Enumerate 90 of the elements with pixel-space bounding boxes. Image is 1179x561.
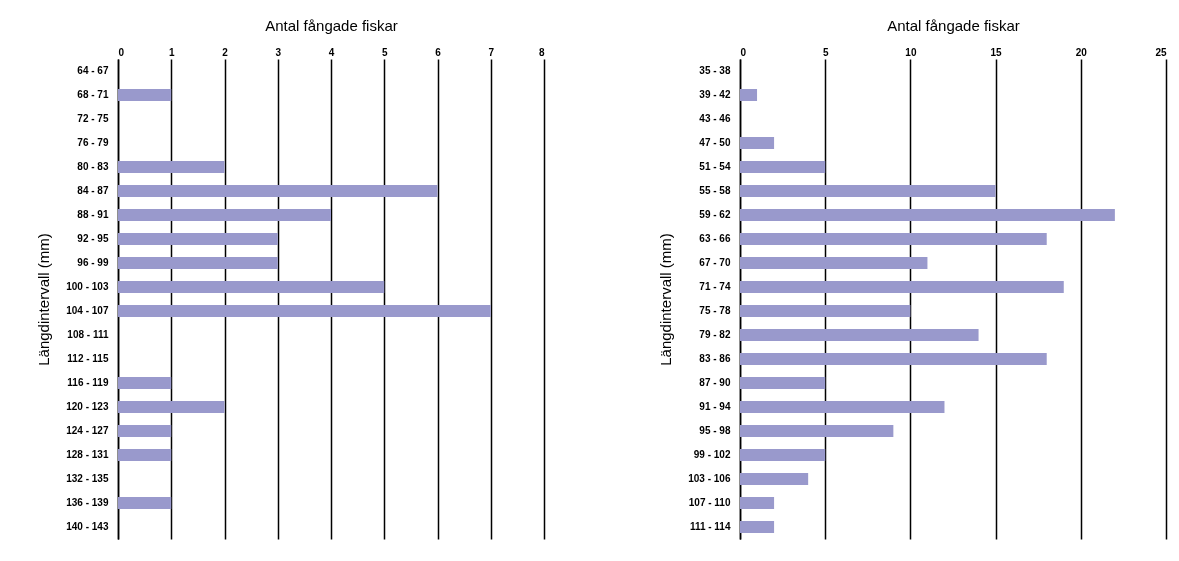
bar [740, 377, 826, 389]
y-tick-label: 107 - 110 [688, 497, 731, 508]
bar [740, 497, 775, 509]
x-tick-label: 5 [381, 46, 388, 58]
x-tick-label: 5 [822, 46, 829, 58]
y-tick-label: 76 - 79 [77, 137, 109, 148]
y-tick-label: 92 - 95 [77, 233, 109, 244]
y-tick-label: 103 - 106 [688, 473, 731, 484]
y-tick-label: 96 - 99 [77, 257, 109, 268]
y-tick-label: 132 - 135 [66, 473, 109, 484]
y-tick-label: 128 - 131 [66, 449, 109, 460]
y-tick-label: 95 - 98 [699, 425, 731, 436]
y-tick-label: 100 - 103 [66, 281, 109, 292]
y-tick-label: 124 - 127 [66, 425, 109, 436]
y-tick-label: 108 - 111 [67, 329, 109, 340]
y-tick-label: 35 - 38 [699, 65, 731, 76]
bar [740, 305, 911, 317]
bar [740, 401, 945, 413]
x-tick-label: 8 [538, 46, 545, 58]
y-tick-label: 63 - 66 [699, 233, 731, 244]
x-tick-label: 7 [488, 46, 495, 58]
y-tick-label: 83 - 86 [699, 353, 731, 364]
y-tick-label: 104 - 107 [66, 305, 109, 316]
bar [118, 161, 225, 173]
bar [118, 449, 172, 461]
y-tick-label: 75 - 78 [699, 305, 731, 316]
y-tick-label: 71 - 74 [699, 281, 731, 292]
bar [740, 209, 1115, 221]
bar [740, 89, 758, 101]
y-tick-label: 136 - 139 [66, 497, 109, 508]
bar [118, 185, 438, 197]
x-tick-label: 0 [118, 46, 125, 58]
y-tick-label: 79 - 82 [699, 329, 731, 340]
x-axis-title: Antal fångade fiskar [265, 16, 398, 34]
bar [740, 233, 1047, 245]
y-tick-label: 140 - 143 [66, 521, 109, 532]
y-tick-label: 51 - 54 [699, 161, 731, 172]
y-tick-label: 55 - 58 [699, 185, 731, 196]
y-tick-label: 72 - 75 [77, 113, 109, 124]
x-tick-label: 4 [328, 46, 335, 58]
y-tick-label: 84 - 87 [77, 185, 109, 196]
bar [118, 377, 172, 389]
bar [740, 257, 928, 269]
y-tick-label: 91 - 94 [699, 401, 731, 412]
y-tick-label: 43 - 46 [699, 113, 731, 124]
y-axis-title: Längdintervall (mm) [35, 233, 53, 366]
y-tick-label: 111 - 114 [689, 521, 731, 532]
bar [118, 401, 225, 413]
bar [740, 449, 826, 461]
bar [118, 257, 278, 269]
bar [740, 473, 809, 485]
x-tick-label: 6 [435, 46, 442, 58]
y-tick-label: 67 - 70 [699, 257, 731, 268]
y-tick-label: 64 - 67 [77, 65, 109, 76]
y-tick-label: 68 - 71 [77, 89, 109, 100]
bar [740, 353, 1047, 365]
y-tick-label: 59 - 62 [699, 209, 731, 220]
bar [740, 521, 775, 533]
y-tick-label: 99 - 102 [693, 449, 731, 460]
x-tick-label: 20 [1075, 46, 1088, 58]
y-tick-label: 80 - 83 [77, 161, 109, 172]
bar [740, 137, 775, 149]
x-tick-label: 3 [275, 46, 282, 58]
y-tick-label: 47 - 50 [699, 137, 731, 148]
x-tick-label: 25 [1155, 46, 1167, 58]
y-tick-label: 87 - 90 [699, 377, 731, 388]
y-tick-label: 112 - 115 [67, 353, 109, 364]
bar [118, 305, 491, 317]
y-axis-title: Längdintervall (mm) [657, 233, 675, 366]
bar [118, 209, 331, 221]
x-tick-label: 2 [222, 46, 229, 58]
x-axis-title: Antal fångade fiskar [887, 16, 1020, 34]
bar [740, 161, 826, 173]
x-tick-label: 10 [905, 46, 917, 58]
x-tick-label: 1 [168, 46, 175, 58]
x-tick-label: 15 [990, 46, 1003, 58]
bar [740, 185, 996, 197]
bar [118, 497, 172, 509]
bar [118, 281, 385, 293]
y-tick-label: 88 - 91 [77, 209, 109, 220]
x-tick-label: 0 [740, 46, 747, 58]
bar [740, 281, 1064, 293]
bar [118, 425, 172, 437]
y-tick-label: 120 - 123 [66, 401, 109, 412]
y-tick-label: 116 - 119 [67, 377, 109, 388]
y-tick-label: 39 - 42 [699, 89, 731, 100]
bar [740, 329, 979, 341]
bar [118, 233, 278, 245]
bar [118, 89, 172, 101]
bar [740, 425, 894, 437]
